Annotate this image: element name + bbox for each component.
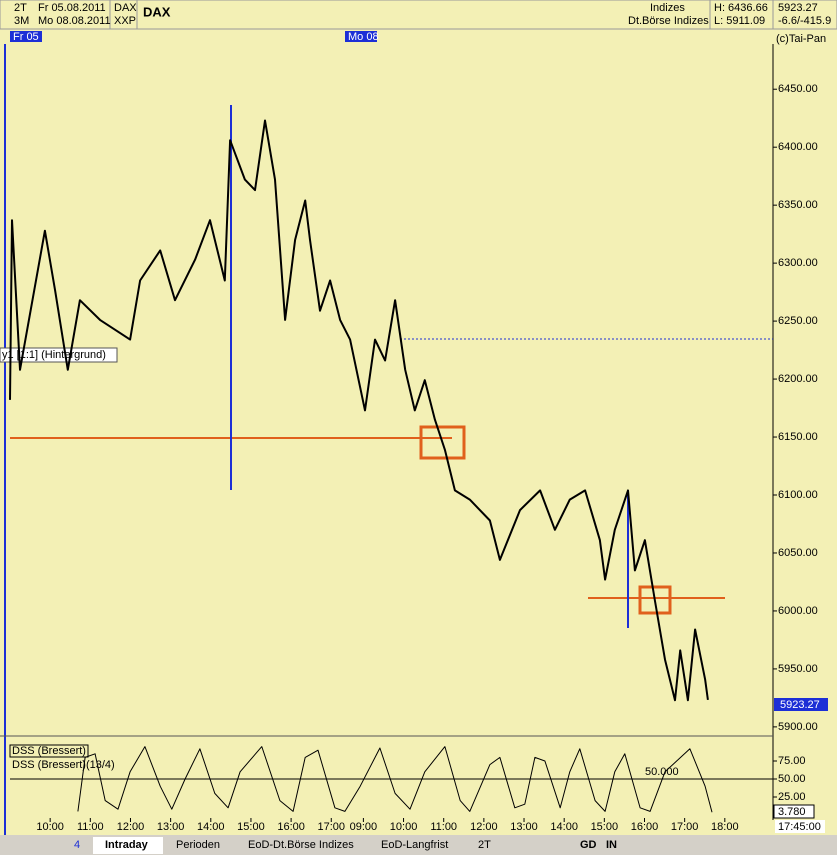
x-tick-label: 11:00 — [430, 821, 457, 833]
low: L: 5911.09 — [714, 15, 765, 27]
tab[interactable]: Perioden — [176, 839, 220, 851]
x-tick-label: 10:00 — [36, 821, 64, 833]
count: 4 — [74, 839, 80, 851]
x-tick-label: 13:00 — [157, 821, 185, 833]
y-tick-label: 6400.00 — [778, 141, 818, 153]
y-tick-label: 6000.00 — [778, 605, 818, 617]
x-tick-label: 12:00 — [117, 821, 145, 833]
indicator-subtitle: DSS (Bressert)(13/4) — [12, 759, 115, 771]
x-tick-label: 17:00 — [317, 821, 345, 833]
last-dss-label: 3.780 — [778, 806, 806, 818]
symbol: DAX — [114, 2, 137, 14]
gd-button[interactable]: GD — [580, 839, 597, 851]
layer-label: y1 [1:1] (Hintergrund) — [2, 349, 106, 361]
x-tick-label: 11:00 — [77, 821, 104, 833]
x-tick-label: 13:00 — [510, 821, 538, 833]
copyright: (c)Tai-Pan — [776, 33, 826, 45]
y-tick-label: 5900.00 — [778, 721, 818, 733]
y-tick-label: 6350.00 — [778, 199, 818, 211]
tab[interactable]: EoD-Dt.Börse Indizes — [248, 839, 354, 851]
high: H: 6436.66 — [714, 2, 768, 14]
x-tick-label: 10:00 — [390, 821, 418, 833]
y-tick-label: 6200.00 — [778, 373, 818, 385]
last-price-box — [774, 698, 828, 711]
last-dss-box — [773, 804, 815, 819]
day-label: Mo 08 — [348, 31, 379, 43]
x-tick-label: 09:00 — [350, 821, 378, 833]
symbol: XXP — [114, 15, 136, 27]
header-bar — [0, 0, 837, 30]
tab[interactable]: Intraday — [105, 839, 149, 851]
day-label: Fr 05 — [13, 31, 39, 43]
instrument: DAX — [143, 4, 171, 19]
last-price-label: 5923.27 — [780, 699, 820, 711]
exchange: Dt.Börse Indizes — [628, 15, 709, 27]
x-tick-label: 16:00 — [631, 821, 659, 833]
x-tick-label: 14:00 — [197, 821, 225, 833]
x-tick-label: 15:00 — [591, 821, 619, 833]
in-button[interactable]: IN — [606, 839, 617, 851]
date: Mo 08.08.2011 — [38, 15, 111, 27]
last: 5923.27 — [778, 2, 818, 14]
y-tick-label: 6100.00 — [778, 489, 818, 501]
y-tick-label: 6450.00 — [778, 83, 818, 95]
period-select[interactable]: 2T — [478, 839, 491, 851]
x-tick-label: 18:00 — [711, 821, 739, 833]
date: Fr 05.08.2011 — [38, 2, 106, 14]
breakout-box — [419, 425, 466, 460]
y-tick-label: 25.00 — [778, 791, 806, 803]
layer-tag — [0, 347, 118, 363]
y-tick-label: 75.00 — [778, 755, 806, 767]
period: 2T — [14, 2, 27, 14]
level-label: 50.000 — [645, 766, 679, 778]
indicator-title-box — [9, 744, 89, 758]
day-tag — [10, 31, 42, 42]
toolbar — [0, 835, 837, 855]
x-tick-label: 14:00 — [550, 821, 578, 833]
indicator-title: DSS (Bressert) — [12, 745, 86, 757]
cursor-time-box — [775, 820, 825, 833]
y-tick-label: 6050.00 — [778, 547, 818, 559]
market: Indizes — [650, 2, 685, 14]
day-tag — [345, 31, 377, 42]
tab[interactable]: EoD-Langfrist — [381, 839, 448, 851]
series-line — [9, 119, 709, 702]
range: 3M — [14, 15, 29, 27]
y-tick-label: 50.00 — [778, 773, 806, 785]
x-tick-label: 17:00 — [671, 821, 699, 833]
series-line — [77, 746, 713, 813]
active-tab[interactable] — [93, 837, 163, 854]
y-tick-label: 5950.00 — [778, 663, 818, 675]
breakout-box — [638, 585, 672, 615]
y-tick-label: 6250.00 — [778, 315, 818, 327]
x-tick-label: 16:00 — [277, 821, 305, 833]
y-tick-label: 6300.00 — [778, 257, 818, 269]
x-tick-label: 12:00 — [470, 821, 498, 833]
y-tick-label: 6150.00 — [778, 431, 818, 443]
change: -6.6/-415.9 — [778, 15, 831, 27]
cursor-time: 17:45:00 — [778, 821, 821, 833]
x-tick-label: 15:00 — [237, 821, 265, 833]
